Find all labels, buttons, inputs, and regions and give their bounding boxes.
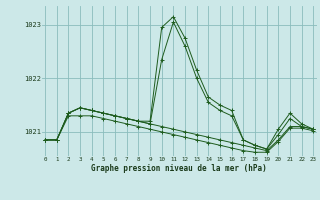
X-axis label: Graphe pression niveau de la mer (hPa): Graphe pression niveau de la mer (hPa): [91, 164, 267, 173]
